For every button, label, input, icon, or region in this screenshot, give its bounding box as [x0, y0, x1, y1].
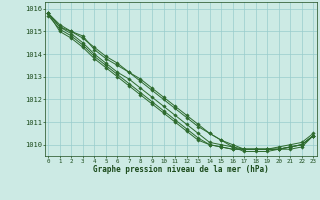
X-axis label: Graphe pression niveau de la mer (hPa): Graphe pression niveau de la mer (hPa): [93, 165, 269, 174]
